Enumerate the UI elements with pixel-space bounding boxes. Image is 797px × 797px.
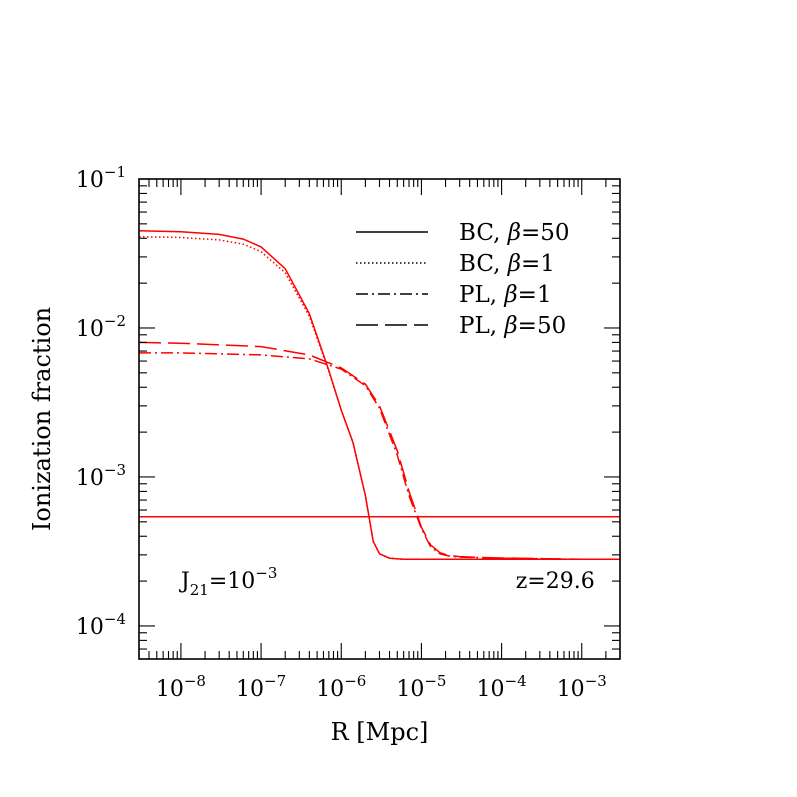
annotation-z: z=29.6 [516,569,595,594]
series-line-4 [138,341,620,561]
y-axis-label: Ionization fraction [28,307,56,531]
x-tick-label: 10−6 [316,672,366,702]
annotation-j21: J21=10−3 [179,564,277,599]
y-tick-label: 10−1 [76,163,126,193]
legend: BC, β=50 BC, β=1 PL, β=1 PL, β=50 [356,220,570,339]
curves [138,229,620,561]
y-tick-label: 10−3 [76,461,126,491]
x-tick-label: 10−7 [236,672,286,702]
y-tick-label: 10−4 [76,610,126,640]
x-tick-label: 10−5 [396,672,446,702]
series-line-1 [138,229,620,561]
legend-label: BC, β=50 [459,220,570,246]
series-line-2 [138,235,620,561]
x-axis-label: R [Mpc] [331,718,429,746]
y-tick-labels: 10−1 10−2 10−3 10−4 [76,163,126,640]
annotations: J21=10−3 z=29.6 [179,564,595,599]
legend-label: PL, β=1 [459,282,552,308]
y-tick-label: 10−2 [76,312,126,342]
legend-label: PL, β=50 [459,313,566,339]
plot-frame [138,178,621,660]
x-tick-label: 10−3 [557,672,607,702]
x-tick-labels: 10−8 10−7 10−6 10−5 10−4 10−3 [156,672,607,702]
x-tick-label: 10−8 [156,672,206,702]
legend-label: BC, β=1 [459,251,555,277]
series-line-3 [139,352,620,561]
axis-ticks [138,178,621,660]
x-tick-label: 10−4 [477,672,527,702]
